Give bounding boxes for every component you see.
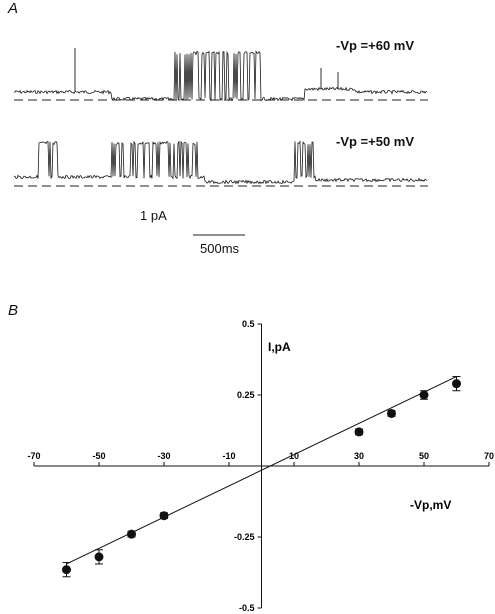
data-point (354, 427, 364, 437)
data-point (387, 408, 396, 418)
y-tick-label: -0.5 (239, 603, 255, 613)
time-scale-label: 500ms (200, 241, 240, 256)
x-tick-label: -50 (92, 451, 105, 461)
y-axis-label: I,pA (268, 340, 291, 354)
current-scale-label: 1 pA (140, 208, 167, 223)
tick-labels: -70 -50 -30 -10 10 30 50 70 0.5 0.25 -0.25 -0.5 (27, 319, 494, 613)
y-tick-label: -0.25 (234, 532, 255, 542)
panel-b-label: B (8, 302, 19, 319)
data-point (452, 379, 461, 389)
x-tick-label: 10 (289, 451, 299, 461)
current-traces (13, 48, 428, 187)
panel-a-label: A (8, 0, 19, 17)
x-axis-label: -Vp,mV (410, 498, 451, 512)
trace-label-50mv: -Vp =+50 mV (336, 134, 415, 149)
trace-50mv (13, 140, 428, 185)
x-tick-label: 30 (354, 451, 364, 461)
x-tick-label: -70 (27, 451, 40, 461)
data-point (159, 511, 169, 521)
data-points (62, 376, 461, 578)
x-tick-label: -10 (222, 451, 235, 461)
data-point (94, 552, 104, 562)
trace-label-60mv: -Vp =+60 mV (336, 38, 415, 53)
data-point (127, 529, 136, 539)
chart-axes (33, 323, 490, 609)
x-tick-label: 70 (484, 451, 494, 461)
y-tick-label: 0.25 (237, 390, 255, 400)
y-tick-label: 0.5 (242, 319, 255, 329)
x-tick-label: -30 (157, 451, 170, 461)
x-tick-label: 50 (419, 451, 429, 461)
data-point (419, 390, 429, 400)
trace-60mv (13, 50, 428, 102)
data-point (62, 565, 71, 575)
